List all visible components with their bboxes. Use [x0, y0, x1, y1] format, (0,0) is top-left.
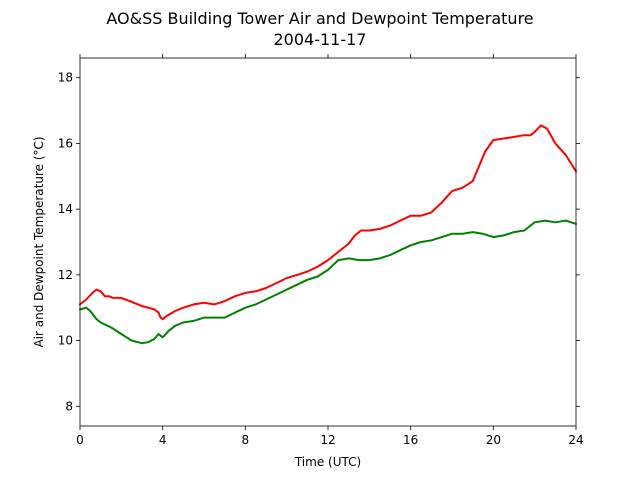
- x-tick-label: 8: [242, 433, 250, 447]
- axes-frame: [79, 57, 577, 427]
- y-tick-label: 16: [58, 136, 73, 150]
- y-tick-label: 14: [58, 202, 73, 216]
- x-tick-label: 24: [568, 433, 583, 447]
- x-tick-label: 16: [403, 433, 418, 447]
- y-tick-label: 10: [58, 334, 73, 348]
- air-temperature-line: [79, 124, 577, 321]
- x-tick-label: 0: [76, 433, 84, 447]
- x-axis-label: Time (UTC): [294, 455, 361, 469]
- y-tick-label: 8: [65, 399, 73, 413]
- y-tick-label: 12: [58, 268, 73, 282]
- chart-title: AO&SS Building Tower Air and Dewpoint Te…: [106, 9, 533, 28]
- plot-area: 0 4 8 12 16 20 24 8 10 12 14 16 18: [58, 54, 584, 447]
- x-tick-label: 4: [159, 433, 167, 447]
- y-tick-label: 18: [58, 71, 73, 85]
- chart-subtitle: 2004-11-17: [274, 30, 367, 49]
- x-tick-label: 12: [320, 433, 335, 447]
- dewpoint-temperature-line: [79, 219, 577, 345]
- y-axis-label: Air and Dewpoint Temperature (°C): [32, 136, 46, 347]
- x-tick-label: 20: [486, 433, 501, 447]
